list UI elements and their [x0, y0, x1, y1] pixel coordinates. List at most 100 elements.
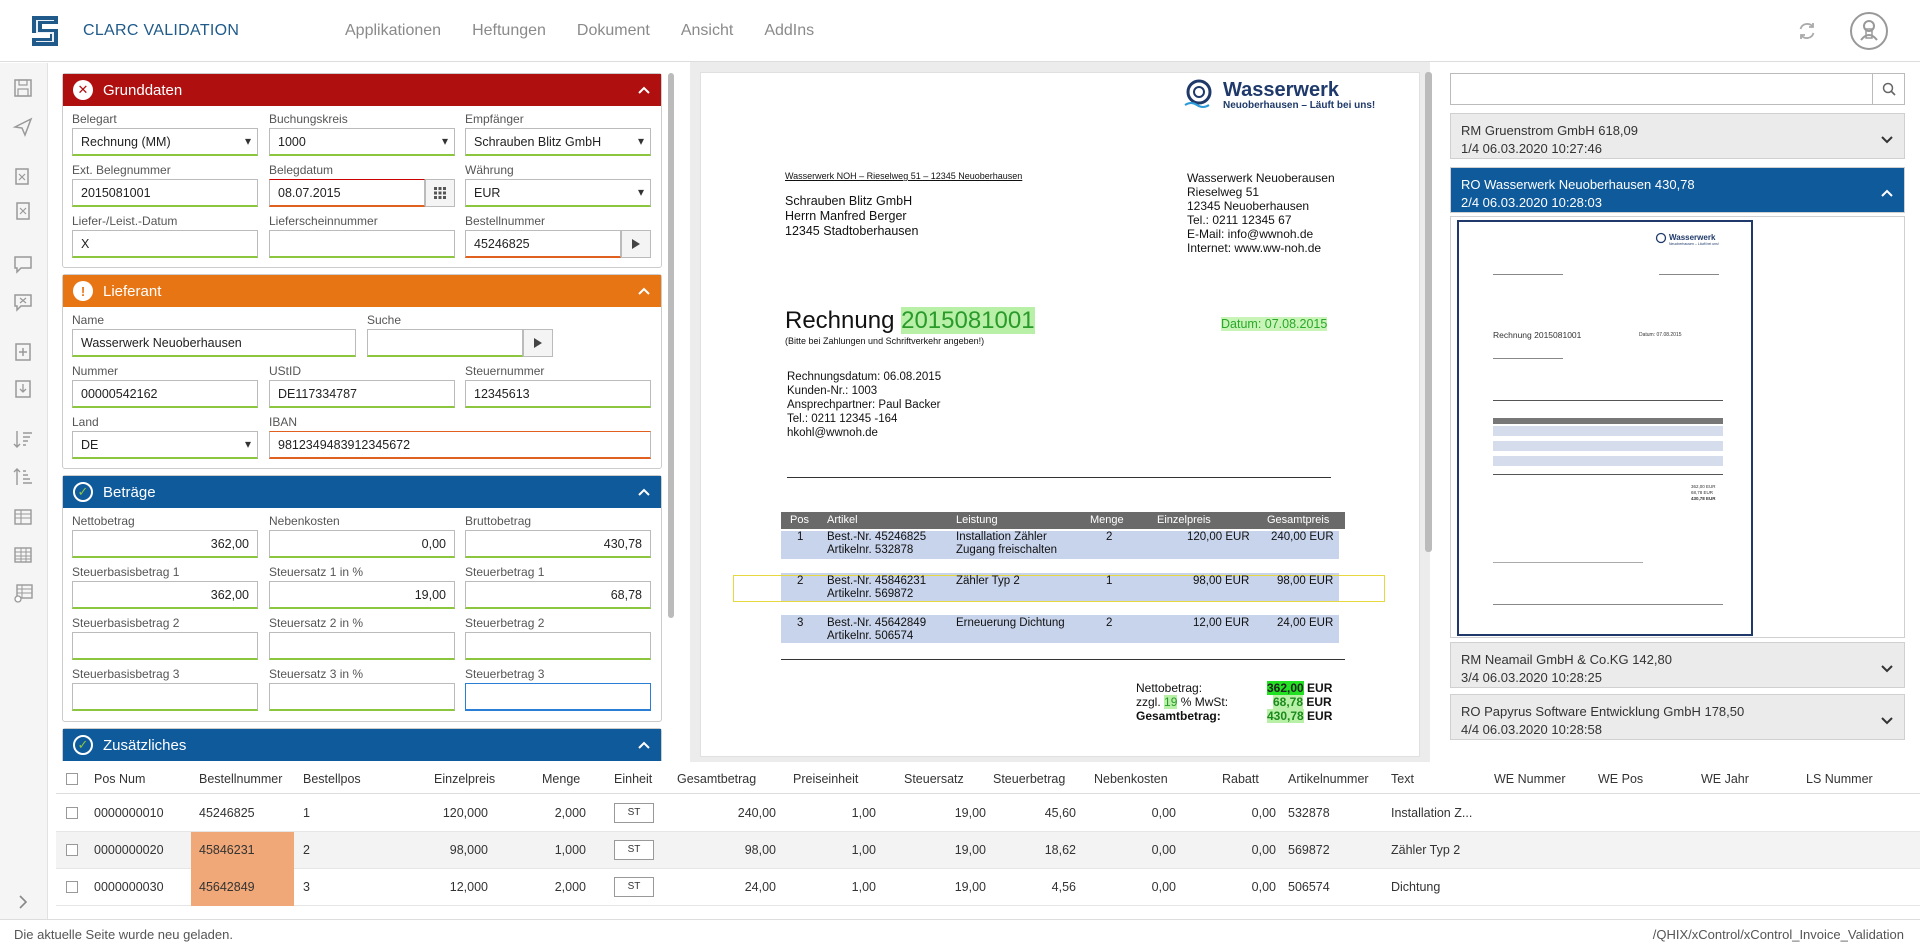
- table-row[interactable]: 0000000030 45642849 3 12,000 2,000 ST 24…: [56, 869, 1920, 906]
- table-row[interactable]: 0000000020 45846231 2 98,000 1,000 ST 98…: [56, 832, 1920, 869]
- document-list-item-selected[interactable]: RO Wasserwerk Neuoberhausen 430,78 2/4 0…: [1450, 167, 1905, 213]
- select-all-checkbox[interactable]: [66, 773, 78, 785]
- document-scrollbar[interactable]: [1425, 72, 1432, 552]
- expand-rail-icon[interactable]: [14, 893, 32, 911]
- row-checkbox[interactable]: [66, 881, 78, 893]
- col-ls-nummer[interactable]: LS Nummer: [1806, 772, 1873, 786]
- row-checkbox[interactable]: [66, 807, 78, 819]
- col-we-nummer[interactable]: WE Nummer: [1494, 772, 1566, 786]
- land-select[interactable]: DE: [72, 431, 258, 459]
- collapse-icon[interactable]: [637, 485, 651, 499]
- document-viewer[interactable]: Wasserwerk Neuoberhausen – Läuft bei uns…: [700, 72, 1420, 757]
- col-we-jahr[interactable]: WE Jahr: [1701, 772, 1749, 786]
- nebenkosten-field[interactable]: 0,00: [269, 530, 455, 558]
- ustid-field[interactable]: DE117334787: [269, 380, 455, 408]
- menu-heftungen[interactable]: Heftungen: [472, 22, 546, 39]
- lieferscheinnummer-field[interactable]: [269, 230, 455, 258]
- table-row[interactable]: 0000000010 45246825 1 120,000 2,000 ST 2…: [56, 795, 1920, 832]
- steuerbetrag1-field[interactable]: 68,78: [465, 581, 651, 609]
- row-checkbox[interactable]: [66, 844, 78, 856]
- document-list-item[interactable]: RO Papyrus Software Entwicklung GmbH 178…: [1450, 694, 1905, 740]
- table-edit-icon[interactable]: [12, 544, 34, 566]
- steuerbetrag2-field[interactable]: [465, 632, 651, 660]
- netto-field[interactable]: 362,00: [72, 530, 258, 558]
- col-rabatt[interactable]: Rabatt: [1222, 772, 1259, 786]
- doc-row-selection[interactable]: [733, 575, 1385, 602]
- col-we-pos[interactable]: WE Pos: [1598, 772, 1644, 786]
- sort-descending-icon[interactable]: [12, 428, 34, 450]
- steuersatz3-field[interactable]: [269, 683, 455, 711]
- col-steuersatz[interactable]: Steuersatz: [904, 772, 964, 786]
- col-menge[interactable]: Menge: [542, 772, 581, 786]
- lieferant-search-field[interactable]: [367, 329, 523, 357]
- table-settings-icon[interactable]: [12, 582, 34, 604]
- col-text[interactable]: Text: [1391, 772, 1414, 786]
- menu-applikationen[interactable]: Applikationen: [345, 22, 442, 39]
- save-icon[interactable]: [12, 77, 34, 99]
- col-gesamtbetrag[interactable]: Gesamtbetrag: [677, 772, 757, 786]
- buchungskreis-select[interactable]: 1000: [269, 128, 455, 156]
- delete-comment-icon[interactable]: [12, 291, 34, 313]
- col-nebenkosten[interactable]: Nebenkosten: [1094, 772, 1168, 786]
- collapse-icon[interactable]: [637, 284, 651, 298]
- col-steuerbetrag[interactable]: Steuerbetrag: [993, 772, 1066, 786]
- steuerbasis1-field[interactable]: 362,00: [72, 581, 258, 609]
- steuersatz2-field[interactable]: [269, 632, 455, 660]
- lieferant-search-button[interactable]: [523, 329, 553, 357]
- cell-einheit[interactable]: ST: [614, 803, 654, 823]
- copy-document-icon[interactable]: [12, 166, 34, 188]
- table-view-icon[interactable]: [12, 506, 34, 528]
- panel-zusaetzliches-header[interactable]: ✓ Zusätzliches: [63, 729, 661, 761]
- delete-document-icon[interactable]: [12, 200, 34, 222]
- user-avatar-icon[interactable]: [1850, 12, 1888, 50]
- waehrung-select[interactable]: EUR: [465, 179, 651, 207]
- steuernummer-field[interactable]: 12345613: [465, 380, 651, 408]
- panel-grunddaten-header[interactable]: ✕ Grunddaten: [63, 74, 661, 106]
- menu-ansicht[interactable]: Ansicht: [680, 22, 734, 39]
- ext-belegnummer-field[interactable]: 2015081001: [72, 179, 258, 207]
- chevron-down-icon[interactable]: [1880, 132, 1894, 146]
- menu-dokument[interactable]: Dokument: [576, 22, 650, 39]
- belegart-select[interactable]: Rechnung (MM): [72, 128, 258, 156]
- send-icon[interactable]: [12, 116, 34, 138]
- refresh-icon[interactable]: [1796, 20, 1818, 42]
- document-list-item[interactable]: RM Gruenstrom GmbH 618,09 1/4 06.03.2020…: [1450, 113, 1905, 159]
- col-artikelnummer[interactable]: Artikelnummer: [1288, 772, 1369, 786]
- cell-einheit[interactable]: ST: [614, 840, 654, 860]
- col-bestellnummer[interactable]: Bestellnummer: [199, 772, 283, 786]
- document-search-input[interactable]: [1450, 73, 1905, 105]
- search-button[interactable]: [1872, 74, 1904, 104]
- form-scrollbar[interactable]: [668, 73, 674, 618]
- document-thumbnail[interactable]: Wasserwerk Neuoberhausen – Läuft bei uns…: [1457, 220, 1753, 636]
- app-logo-icon[interactable]: [28, 12, 66, 50]
- document-list-item[interactable]: RM Neamail GmbH & Co.KG 142,80 3/4 06.03…: [1450, 642, 1905, 688]
- collapse-icon[interactable]: [637, 738, 651, 752]
- col-einzelpreis[interactable]: Einzelpreis: [434, 772, 496, 786]
- panel-betraege-header[interactable]: ✓ Beträge: [63, 476, 661, 508]
- chevron-down-icon[interactable]: [1880, 713, 1894, 727]
- col-preiseinheit[interactable]: Preiseinheit: [793, 772, 859, 786]
- iban-field[interactable]: 9812349483912345672: [269, 431, 651, 459]
- cell-einheit[interactable]: ST: [614, 877, 654, 897]
- comment-icon[interactable]: [12, 253, 34, 275]
- steuerbetrag3-field[interactable]: [465, 683, 651, 711]
- col-bestellpos[interactable]: Bestellpos: [303, 772, 361, 786]
- brutto-field[interactable]: 430,78: [465, 530, 651, 558]
- chevron-up-icon[interactable]: [1880, 186, 1894, 200]
- liefer-datum-field[interactable]: X: [72, 230, 258, 258]
- belegdatum-field[interactable]: 08.07.2015: [269, 179, 425, 207]
- col-posnum[interactable]: Pos Num: [94, 772, 146, 786]
- steuerbasis2-field[interactable]: [72, 632, 258, 660]
- steuerbasis3-field[interactable]: [72, 683, 258, 711]
- steuersatz1-field[interactable]: 19,00: [269, 581, 455, 609]
- add-document-icon[interactable]: [12, 341, 34, 363]
- col-einheit[interactable]: Einheit: [614, 772, 653, 786]
- chevron-down-icon[interactable]: [1880, 661, 1894, 675]
- bestellnummer-field[interactable]: 45246825: [465, 230, 621, 258]
- collapse-icon[interactable]: [637, 83, 651, 97]
- menu-addins[interactable]: AddIns: [764, 22, 815, 39]
- sort-ascending-icon[interactable]: [12, 466, 34, 488]
- calendar-button[interactable]: [425, 179, 455, 207]
- bestellnummer-go-button[interactable]: [621, 230, 651, 258]
- download-document-icon[interactable]: [12, 378, 34, 400]
